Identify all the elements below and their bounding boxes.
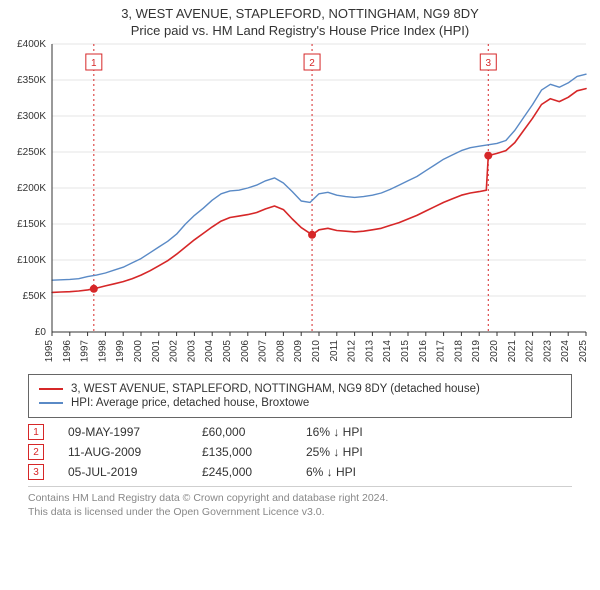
y-tick-label: £150K [17, 219, 46, 230]
x-tick-label: 2008 [275, 340, 286, 363]
transaction-row: 3 05-JUL-2019 £245,000 6% ↓ HPI [28, 464, 572, 480]
x-tick-label: 2014 [382, 340, 393, 363]
transaction-marker: 2 [28, 444, 44, 460]
legend-row: HPI: Average price, detached house, Brox… [39, 397, 561, 409]
x-tick-label: 2003 [186, 340, 197, 363]
legend-row: 3, WEST AVENUE, STAPLEFORD, NOTTINGHAM, … [39, 383, 561, 395]
x-tick-label: 2024 [560, 340, 571, 363]
transaction-date: 11-AUG-2009 [68, 445, 178, 459]
x-tick-label: 1999 [115, 340, 126, 363]
transaction-price: £135,000 [202, 445, 282, 459]
y-tick-label: £350K [17, 75, 46, 86]
x-tick-label: 2013 [364, 340, 375, 363]
x-tick-label: 2012 [347, 340, 358, 363]
transaction-price: £245,000 [202, 465, 282, 479]
transaction-delta: 25% ↓ HPI [306, 445, 396, 459]
legend-swatch [39, 402, 63, 404]
x-tick-label: 2017 [436, 340, 447, 363]
x-tick-label: 2005 [222, 340, 233, 363]
transaction-price: £60,000 [202, 425, 282, 439]
page-subtitle: Price paid vs. HM Land Registry's House … [0, 23, 600, 38]
chart-svg: £0 £50K £100K £150K £200K £250K £300K £350K £400… [0, 38, 600, 368]
reference-marker-label: 3 [485, 58, 491, 69]
x-tick-label: 2009 [293, 340, 304, 363]
legend-label: 3, WEST AVENUE, STAPLEFORD, NOTTINGHAM, … [71, 383, 480, 395]
x-tick-label: 2021 [507, 340, 518, 363]
x-tick-label: 2001 [151, 340, 162, 363]
x-tick-label: 1995 [44, 340, 55, 363]
transaction-date: 05-JUL-2019 [68, 465, 178, 479]
y-tick-label: £400K [17, 39, 46, 50]
x-tick-label: 2025 [578, 340, 589, 363]
x-tick-label: 2011 [329, 340, 340, 362]
transaction-row: 2 11-AUG-2009 £135,000 25% ↓ HPI [28, 444, 572, 460]
sale-marker-dot [308, 231, 316, 239]
x-tick-label: 1997 [80, 340, 91, 363]
legend-label: HPI: Average price, detached house, Brox… [71, 397, 309, 409]
sale-marker-dot [484, 152, 492, 160]
x-tick-label: 2004 [204, 340, 215, 363]
x-tick-label: 2023 [542, 340, 553, 363]
legend-swatch [39, 388, 63, 390]
transaction-delta: 16% ↓ HPI [306, 425, 396, 439]
x-tick-label: 2010 [311, 340, 322, 363]
transaction-delta: 6% ↓ HPI [306, 465, 396, 479]
x-tick-label: 2006 [240, 340, 251, 363]
x-tick-label: 2002 [169, 340, 180, 363]
y-tick-label: £250K [17, 147, 46, 158]
x-tick-label: 2022 [525, 340, 536, 363]
x-tick-label: 2018 [453, 340, 464, 363]
y-tick-label: £50K [23, 291, 47, 302]
transaction-row: 1 09-MAY-1997 £60,000 16% ↓ HPI [28, 424, 572, 440]
x-tick-label: 2020 [489, 340, 500, 363]
transaction-marker: 1 [28, 424, 44, 440]
y-tick-label: £0 [35, 327, 47, 338]
transaction-marker: 3 [28, 464, 44, 480]
y-tick-label: £100K [17, 255, 46, 266]
price-chart: £0 £50K £100K £150K £200K £250K £300K £350K £400… [0, 38, 600, 368]
x-tick-label: 2007 [258, 340, 269, 363]
x-tick-label: 2000 [133, 340, 144, 363]
sale-marker-dot [90, 285, 98, 293]
x-tick-label: 2015 [400, 340, 411, 363]
footer-attribution: Contains HM Land Registry data © Crown c… [28, 486, 572, 519]
y-tick-label: £200K [17, 183, 46, 194]
y-tick-label: £300K [17, 111, 46, 122]
x-tick-label: 2016 [418, 340, 429, 363]
x-tick-label: 2019 [471, 340, 482, 363]
page-title: 3, WEST AVENUE, STAPLEFORD, NOTTINGHAM, … [0, 6, 600, 21]
legend: 3, WEST AVENUE, STAPLEFORD, NOTTINGHAM, … [28, 374, 572, 418]
transactions-table: 1 09-MAY-1997 £60,000 16% ↓ HPI 2 11-AUG-2009… [28, 424, 572, 480]
reference-marker-label: 1 [91, 58, 97, 69]
footer-line-1: Contains HM Land Registry data © Crown c… [28, 491, 572, 505]
x-tick-label: 1998 [97, 340, 108, 363]
transaction-date: 09-MAY-1997 [68, 425, 178, 439]
reference-marker-label: 2 [309, 58, 315, 69]
x-tick-label: 1996 [62, 340, 73, 363]
footer-line-2: This data is licensed under the Open Gov… [28, 505, 572, 519]
